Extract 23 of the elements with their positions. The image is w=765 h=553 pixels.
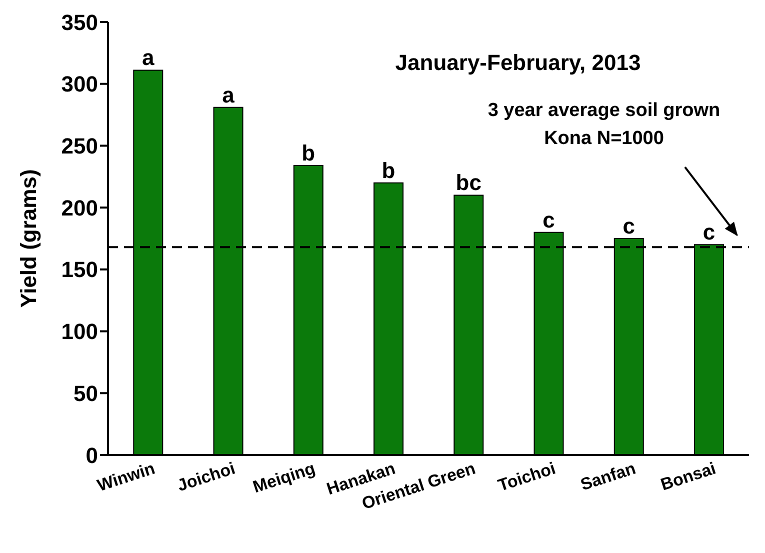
x-tick-label: Meiqing	[250, 458, 318, 497]
y-tick-label: 250	[61, 134, 98, 159]
data-label: c	[542, 207, 555, 232]
y-tick-label: 200	[61, 195, 98, 220]
data-label: bc	[456, 170, 482, 196]
data-label: b	[302, 140, 316, 166]
text: January-February, 2013	[394, 50, 642, 76]
y-tick-label: 350	[61, 10, 98, 35]
x-tick-label: Sanfan	[578, 458, 638, 494]
data-label: c	[622, 214, 636, 238]
x-tick-label: Toichoi	[496, 458, 558, 496]
y-tick-label: 150	[61, 257, 98, 282]
y-tick-label: 50	[74, 380, 98, 406]
y-tick-label: 0	[86, 442, 98, 468]
data-label: c	[702, 220, 716, 245]
y-tick-label: 100	[61, 319, 98, 344]
data-label: a	[142, 45, 156, 70]
data-label: b	[382, 158, 396, 183]
x-tick-label: Bonsai	[658, 458, 718, 494]
annotation: 3 year average soil grown Kona N=1000	[488, 100, 720, 149]
y-axis-title: Yield (grams)	[16, 169, 41, 308]
data-label: a	[222, 82, 236, 108]
y-tick-label: 300	[61, 72, 98, 97]
